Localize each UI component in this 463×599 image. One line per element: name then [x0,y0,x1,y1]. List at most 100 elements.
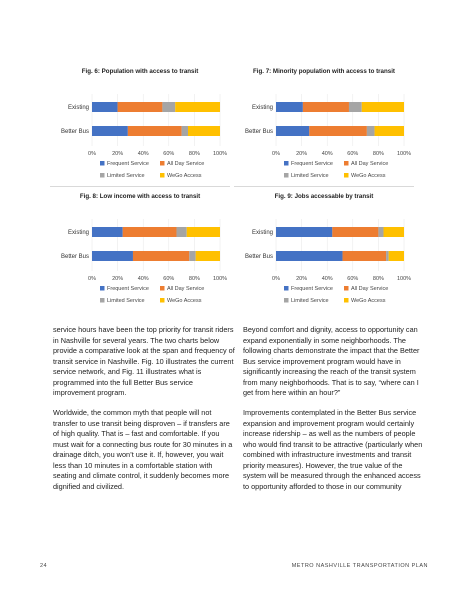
category-label: Existing [252,230,273,236]
legend-label: Limited Service [291,298,329,304]
left-text-column: service hours have been the top priority… [53,325,237,502]
chart-fig-8: Fig. 8: Low income with access to transi… [50,193,230,311]
paragraph: Improvements contemplated in the Better … [243,408,423,491]
legend-swatch [160,161,165,166]
tick-label: 100% [213,276,227,282]
legend-label: WeGo Access [167,173,202,179]
legend-swatch [284,161,289,166]
tick-label: 60% [163,276,174,282]
chart-title: Fig. 8: Low income with access to transi… [79,193,201,200]
chart-title: Fig. 9: Jobs accessable by transit [274,193,374,200]
tick-label: 100% [397,151,411,157]
legend-label: All Day Service [167,161,204,167]
bar-segment [175,102,220,112]
tick-label: 20% [112,151,123,157]
legend-swatch [344,161,349,166]
category-label: Better Bus [245,254,273,260]
legend-swatch [284,173,289,178]
category-label: Better Bus [245,129,273,135]
tick-label: 40% [322,151,333,157]
category-label: Existing [252,105,273,111]
bar-segment [276,126,310,136]
legend-swatch [160,298,165,303]
chart-fig-6: Fig. 6: Population with access to transi… [50,68,230,187]
bar-segment [388,251,404,261]
tick-label: 40% [138,276,149,282]
legend-label: Limited Service [107,173,145,179]
bar-segment [195,251,220,261]
legend-swatch [160,173,165,178]
tick-label: 40% [138,151,149,157]
category-label: Better Bus [61,254,89,260]
bar-segment [309,126,367,136]
legend-swatch [344,173,349,178]
bar-segment [361,102,404,112]
chart-fig-8-svg: Existing Better Bus 0% 20% 40% 60% 80% 100% Freq… [61,219,227,304]
legend-label: WeGo Access [167,298,202,304]
bar-segment [186,227,220,237]
bar-segment [176,227,187,237]
category-label: Existing [68,230,89,236]
bar-segment [383,227,404,237]
bar-segment [276,227,333,237]
bar-segment [366,126,375,136]
chart-fig-7-svg: Existing Better Bus 0% 20% 40% 60% 80% 100% Freq… [245,94,411,179]
legend-label: WeGo Access [351,173,386,179]
legend-swatch [100,173,105,178]
tick-label: 20% [112,276,123,282]
legend-label: Frequent Service [291,286,333,292]
chart-fig-7: Fig. 7: Minority population with access … [234,68,414,187]
tick-label: 0% [88,276,96,282]
tick-label: 80% [189,151,200,157]
legend-swatch [100,286,105,291]
tick-label: 80% [373,276,384,282]
tick-label: 100% [213,151,227,157]
bar-segment [302,102,349,112]
legend-swatch [284,286,289,291]
bar-segment [332,227,379,237]
category-label: Existing [68,105,89,111]
tick-label: 40% [322,276,333,282]
bar-segment [181,126,188,136]
bar-segment [162,102,176,112]
tick-label: 60% [347,276,358,282]
legend-label: All Day Service [167,286,204,292]
tick-label: 0% [272,151,280,157]
bar-segment [127,126,182,136]
tick-label: 60% [163,151,174,157]
chart-title: Fig. 6: Population with access to transi… [81,68,199,75]
chart-fig-9-svg: Existing Better Bus 0% 20% 40% 60% 80% 100% Freq… [245,219,411,304]
legend-swatch [344,286,349,291]
tick-label: 80% [189,276,200,282]
tick-label: 60% [347,151,358,157]
bar-segment [92,126,128,136]
page-number: 24 [40,563,48,569]
chart-title: Fig. 7: Minority population with access … [253,68,395,75]
tick-label: 0% [272,276,280,282]
bar-segment [122,227,177,237]
legend-label: All Day Service [351,161,388,167]
bar-segment [386,251,389,261]
bar-segment [374,126,404,136]
legend-swatch [284,298,289,303]
right-text-column: Beyond comfort and dignity, access to op… [243,325,427,502]
tick-label: 80% [373,151,384,157]
legend-label: All Day Service [351,286,388,292]
tick-label: 20% [296,151,307,157]
bar-segment [188,126,220,136]
bar-segment [189,251,196,261]
legend-swatch [100,161,105,166]
bar-segment [276,102,303,112]
tick-label: 0% [88,151,96,157]
legend-label: WeGo Access [351,298,386,304]
bar-segment [348,102,362,112]
bar-segment [117,102,163,112]
legend-label: Frequent Service [107,161,149,167]
tick-label: 100% [397,276,411,282]
chart-fig-9: Fig. 9: Jobs accessable by transit Exist… [234,193,414,311]
paragraph: service hours have been the top priority… [53,325,235,397]
paragraph: Worldwide, the common myth that people w… [53,408,233,491]
bar-segment [378,227,384,237]
bar-segment [132,251,190,261]
bar-segment [276,251,343,261]
